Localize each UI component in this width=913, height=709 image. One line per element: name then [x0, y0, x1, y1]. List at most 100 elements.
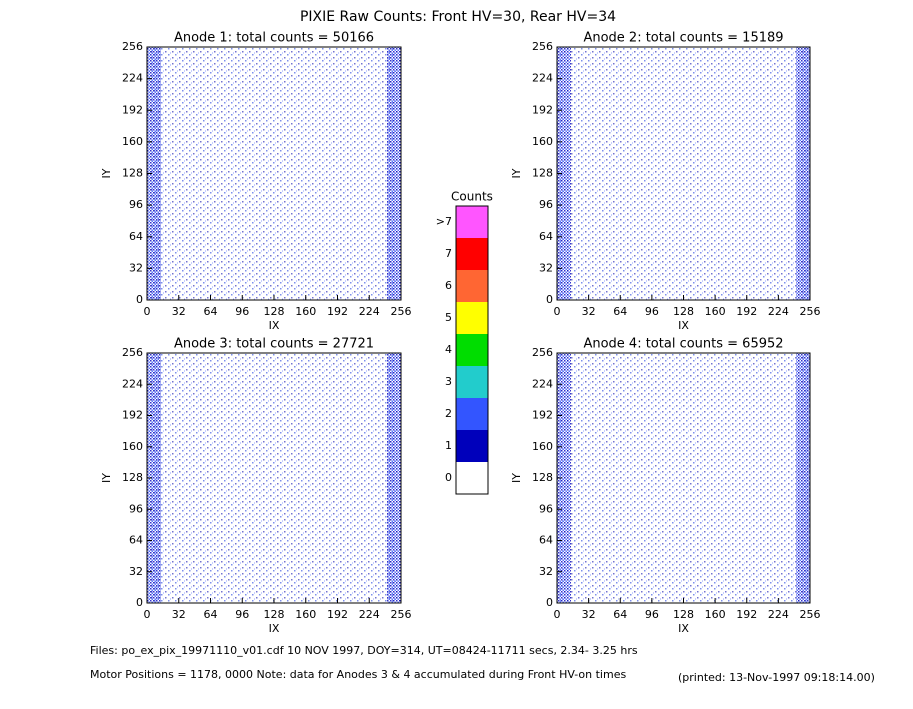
x-tick-label: 32: [172, 305, 186, 318]
colorbar-swatch: [456, 206, 488, 238]
x-tick-label: 128: [673, 608, 694, 621]
plot-title: Anode 3: total counts = 27721: [174, 337, 374, 352]
colorbar-swatch: [456, 238, 488, 270]
x-tick-label: 0: [144, 608, 151, 621]
x-axis-label: IX: [678, 622, 689, 635]
y-tick-label: 64: [129, 230, 143, 243]
x-tick-label: 256: [800, 305, 821, 318]
x-tick-label: 256: [391, 305, 412, 318]
x-tick-label: 224: [768, 608, 789, 621]
y-tick-label: 128: [122, 471, 143, 484]
x-axis-label: IX: [269, 319, 280, 332]
y-tick-label: 192: [122, 409, 143, 422]
x-tick-label: 96: [645, 305, 659, 318]
x-tick-label: 192: [736, 305, 757, 318]
y-tick-label: 224: [122, 72, 143, 85]
y-tick-label: 160: [532, 440, 553, 453]
y-tick-label: 0: [136, 596, 143, 609]
colorbar-title: Counts: [451, 190, 493, 204]
y-tick-label: 192: [532, 409, 553, 422]
x-tick-label: 128: [264, 305, 285, 318]
y-tick-label: 160: [122, 440, 143, 453]
x-tick-label: 0: [554, 608, 561, 621]
colorbar-label: 4: [445, 343, 452, 356]
x-tick-label: 64: [204, 305, 218, 318]
y-tick-label: 256: [122, 40, 143, 53]
y-tick-label: 224: [532, 72, 553, 85]
x-tick-label: 32: [582, 305, 596, 318]
y-tick-label: 0: [136, 293, 143, 306]
plot-edge-texture: [387, 353, 401, 603]
y-tick-label: 96: [539, 502, 553, 515]
colorbar-frame: [455, 205, 489, 495]
y-axis-label: IY: [510, 168, 523, 178]
x-tick-label: 224: [359, 608, 380, 621]
y-tick-label: 96: [129, 502, 143, 515]
x-tick-label: 128: [673, 305, 694, 318]
y-tick-label: 256: [532, 40, 553, 53]
colorbar-label: >7: [436, 215, 452, 228]
colorbar-swatch: [456, 462, 488, 494]
x-tick-label: 64: [204, 608, 218, 621]
x-tick-label: 160: [705, 608, 726, 621]
y-tick-label: 256: [122, 346, 143, 359]
colorbar-swatch: [456, 302, 488, 334]
x-tick-label: 0: [554, 305, 561, 318]
y-tick-label: 32: [129, 261, 143, 274]
x-tick-label: 32: [582, 608, 596, 621]
colorbar-label: 1: [445, 439, 452, 452]
figure-title: PIXIE Raw Counts: Front HV=30, Rear HV=3…: [300, 9, 616, 25]
x-tick-label: 224: [359, 305, 380, 318]
colorbar-label: 6: [445, 279, 452, 292]
plot-texture: [147, 47, 401, 300]
plot-edge-texture: [387, 47, 401, 300]
y-tick-label: 32: [539, 565, 553, 578]
x-tick-label: 32: [172, 608, 186, 621]
plot-edge-texture: [796, 353, 810, 603]
y-tick-label: 224: [122, 377, 143, 390]
x-tick-label: 192: [736, 608, 757, 621]
y-axis-label: IY: [510, 473, 523, 483]
plot-title: Anode 4: total counts = 65952: [583, 337, 783, 352]
y-tick-label: 32: [539, 261, 553, 274]
y-tick-label: 128: [532, 167, 553, 180]
colorbar-label: 5: [445, 311, 452, 324]
y-axis-label: IY: [100, 473, 113, 483]
x-tick-label: 192: [327, 608, 348, 621]
colorbar-label: 0: [445, 471, 452, 484]
x-tick-label: 64: [613, 608, 627, 621]
y-tick-label: 224: [532, 377, 553, 390]
x-tick-label: 224: [768, 305, 789, 318]
x-axis-label: IX: [678, 319, 689, 332]
plot-texture: [147, 353, 401, 603]
y-tick-label: 256: [532, 346, 553, 359]
colorbar-label: 3: [445, 375, 452, 388]
y-tick-label: 160: [122, 135, 143, 148]
colorbar-swatch: [456, 430, 488, 462]
plot-texture: [557, 353, 810, 603]
colorbar-swatch: [456, 366, 488, 398]
y-tick-label: 96: [129, 198, 143, 211]
colorbar-swatch: [456, 398, 488, 430]
x-axis-label: IX: [269, 622, 280, 635]
x-tick-label: 96: [235, 608, 249, 621]
plot-title: Anode 1: total counts = 50166: [174, 31, 374, 46]
x-tick-label: 256: [800, 608, 821, 621]
x-tick-label: 160: [705, 305, 726, 318]
x-tick-label: 0: [144, 305, 151, 318]
x-tick-label: 192: [327, 305, 348, 318]
y-tick-label: 64: [129, 534, 143, 547]
y-tick-label: 64: [539, 230, 553, 243]
y-tick-label: 32: [129, 565, 143, 578]
y-tick-label: 128: [532, 471, 553, 484]
y-tick-label: 128: [122, 167, 143, 180]
colorbar-label: 7: [445, 247, 452, 260]
y-tick-label: 192: [122, 103, 143, 116]
colorbar-label: 2: [445, 407, 452, 420]
x-tick-label: 160: [295, 305, 316, 318]
footer-files: Files: po_ex_pix_19971110_v01.cdf 10 NOV…: [90, 644, 638, 657]
y-tick-label: 192: [532, 103, 553, 116]
x-tick-label: 96: [645, 608, 659, 621]
x-tick-label: 160: [295, 608, 316, 621]
